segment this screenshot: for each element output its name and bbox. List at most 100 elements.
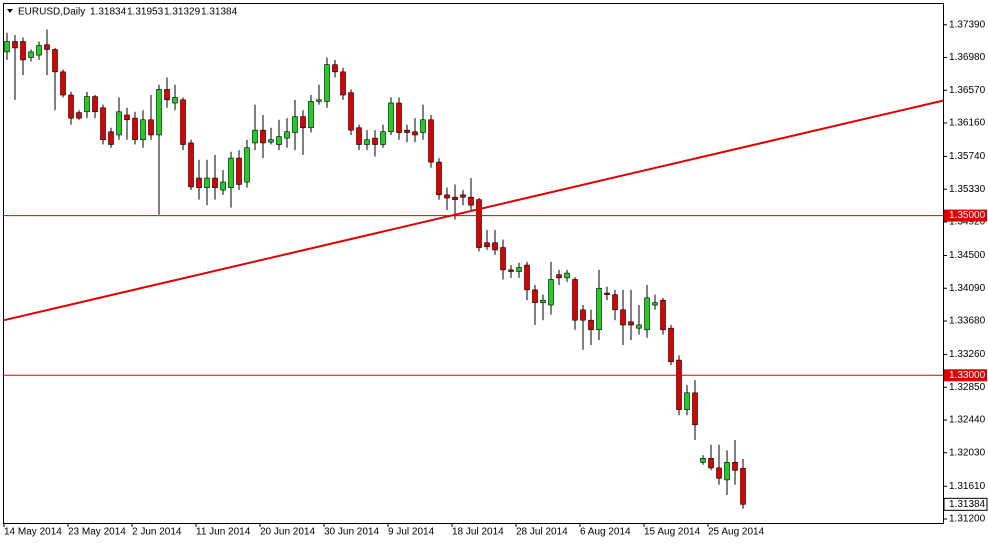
y-tick-label: 1.34500	[949, 250, 986, 261]
candle-body	[444, 194, 450, 199]
candle-body	[676, 359, 682, 410]
candle-body	[116, 111, 122, 136]
y-tick-label: 1.36980	[949, 52, 986, 63]
candle-body	[580, 309, 586, 321]
candle-body	[108, 131, 114, 145]
candle-body	[644, 297, 650, 331]
x-tick-label: 25 Aug 2014	[708, 527, 765, 538]
level-label: 1.33000	[949, 370, 986, 381]
y-tick-label: 1.31610	[949, 481, 986, 492]
chart-title: EURUSD,Daily	[18, 7, 85, 18]
header-value: 1.31834	[90, 7, 127, 18]
price-label-box	[943, 497, 988, 511]
candle-body	[4, 41, 10, 53]
candle-body	[356, 127, 362, 145]
candle-body	[308, 101, 314, 129]
candle-body	[396, 102, 402, 133]
candle-body	[100, 107, 106, 141]
candle-body	[12, 41, 18, 49]
candle-body	[340, 71, 346, 96]
candle-body	[52, 49, 58, 73]
candle-body	[172, 97, 178, 104]
candle-body	[420, 119, 426, 133]
candle-body	[548, 279, 554, 306]
candle-body	[92, 96, 98, 113]
candle-body	[276, 136, 282, 145]
candle-body	[332, 64, 338, 73]
x-tick-label: 2 Jun 2014	[132, 527, 182, 538]
candle-body	[596, 287, 602, 331]
candle-body	[204, 177, 210, 188]
candle-body	[620, 309, 626, 326]
y-tick-label: 1.37390	[949, 19, 986, 30]
candle-body	[556, 274, 562, 279]
candle-body	[564, 272, 570, 279]
candle-body	[324, 64, 330, 102]
candle-body	[724, 462, 730, 481]
candle-body	[628, 321, 634, 326]
candle-body	[68, 94, 74, 119]
menu-arrow[interactable]	[7, 9, 13, 13]
y-tick-label: 1.35330	[949, 184, 986, 195]
candle-body	[708, 458, 714, 469]
candle-body	[700, 458, 706, 463]
candle-body	[180, 99, 186, 145]
candle-body	[476, 199, 482, 248]
y-tick-label: 1.31200	[949, 514, 986, 525]
y-tick-label: 1.36570	[949, 85, 986, 96]
candle-body	[372, 137, 378, 145]
candle-body	[236, 157, 242, 185]
x-tick-label: 14 May 2014	[4, 527, 62, 538]
y-tick-label: 1.34090	[949, 283, 986, 294]
candle-body	[268, 139, 274, 143]
candle-body	[612, 294, 618, 311]
candle-body	[220, 181, 226, 191]
candle-body	[588, 319, 594, 331]
candle-body	[404, 129, 410, 133]
x-tick-label: 28 Jul 2014	[516, 527, 568, 538]
header-value: 1.31384	[201, 7, 238, 18]
candle-body	[44, 44, 50, 50]
y-tick-label: 1.32850	[949, 382, 986, 393]
candle-body	[660, 299, 666, 331]
x-tick-label: 30 Jun 2014	[324, 527, 379, 538]
candle-body	[36, 45, 42, 56]
candle-body	[164, 89, 170, 101]
candle-body	[244, 147, 250, 183]
candle-body	[412, 131, 418, 136]
x-tick-label: 15 Aug 2014	[644, 527, 701, 538]
plot-frame	[3, 3, 944, 524]
level-label-box	[944, 369, 987, 382]
candle-body	[188, 142, 194, 188]
candle-body	[212, 177, 218, 188]
candle-body	[76, 112, 82, 119]
candle-body	[460, 194, 466, 198]
x-tick-label: 6 Aug 2014	[580, 527, 631, 538]
candle-body	[196, 177, 202, 188]
candle-body	[516, 267, 522, 272]
candle-body	[84, 96, 90, 113]
candle-body	[732, 462, 738, 471]
y-tick-label: 1.34920	[949, 217, 986, 228]
candle-body	[492, 242, 498, 251]
x-tick-label: 23 May 2014	[68, 527, 126, 538]
price-label: 1.31384	[949, 499, 986, 510]
candle-body	[348, 92, 354, 131]
level-label: 1.35000	[949, 210, 986, 221]
candle-body	[572, 279, 578, 321]
candle-body	[380, 131, 386, 145]
y-tick-label: 1.35740	[949, 151, 986, 162]
x-tick-label: 18 Jul 2014	[452, 527, 504, 538]
candle-body	[228, 157, 234, 188]
candle-body	[140, 119, 146, 141]
candle-body	[604, 292, 610, 295]
candle-body	[316, 99, 322, 102]
candle-body	[300, 116, 306, 129]
header-value: 1.31329	[164, 7, 201, 18]
candle-body	[716, 467, 722, 479]
candle-body	[540, 299, 546, 303]
candle-body	[692, 392, 698, 426]
